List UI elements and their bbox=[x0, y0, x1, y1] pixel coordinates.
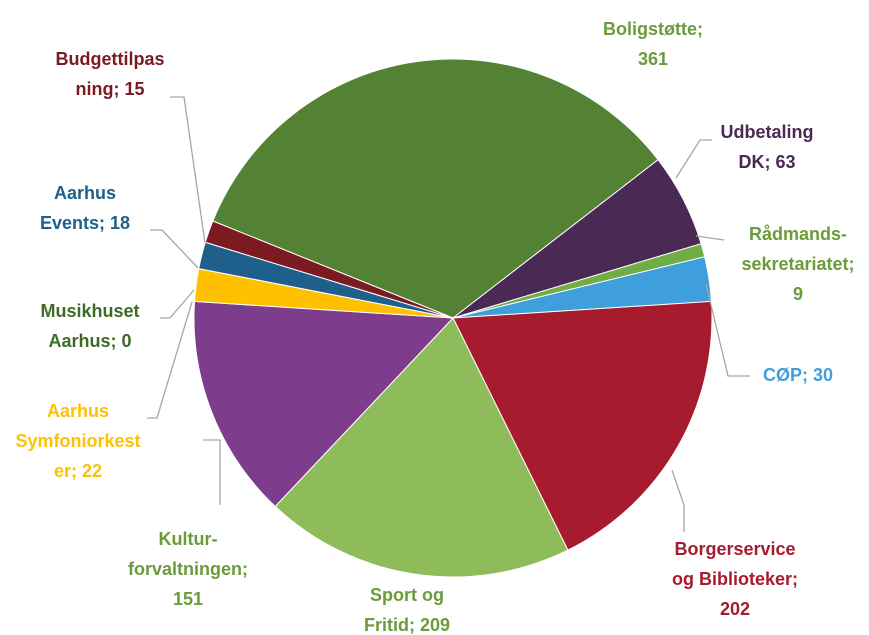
data-label: Sport og bbox=[370, 585, 444, 605]
pie-slice bbox=[212, 58, 659, 319]
leader-line bbox=[170, 96, 206, 244]
data-label: sekretariatet; bbox=[741, 254, 854, 274]
data-label: Symfoniorkest bbox=[15, 431, 140, 451]
data-label: Events; 18 bbox=[40, 213, 130, 233]
data-label: Boligstøtte; bbox=[603, 19, 703, 39]
data-label: Budgettilpas bbox=[55, 49, 164, 69]
data-label: CØP; 30 bbox=[763, 365, 833, 385]
pie-slice bbox=[274, 317, 569, 578]
data-label: Fritid; 209 bbox=[364, 615, 450, 635]
data-label: 361 bbox=[638, 49, 668, 69]
leader-line bbox=[675, 139, 712, 179]
pie-slice bbox=[193, 300, 455, 508]
pie-slice bbox=[452, 300, 713, 551]
data-label: 151 bbox=[173, 589, 203, 609]
leader-line bbox=[150, 229, 199, 269]
data-label: DK; 63 bbox=[738, 152, 795, 172]
leader-line bbox=[160, 289, 195, 319]
data-label: 202 bbox=[720, 599, 750, 619]
leader-line bbox=[147, 301, 193, 419]
data-label: er; 22 bbox=[54, 461, 102, 481]
data-label: Kultur- bbox=[159, 529, 218, 549]
data-label: Aarhus bbox=[47, 401, 109, 421]
data-label: Aarhus bbox=[54, 183, 116, 203]
leader-line bbox=[203, 439, 221, 505]
data-label: Borgerservice bbox=[674, 539, 795, 559]
data-label: Udbetaling bbox=[721, 122, 814, 142]
data-label: 9 bbox=[793, 284, 803, 304]
leader-line bbox=[671, 469, 685, 532]
leader-line bbox=[705, 283, 750, 377]
data-label: Aarhus; 0 bbox=[48, 331, 131, 351]
data-label: Musikhuset bbox=[40, 301, 139, 321]
data-label: forvaltningen; bbox=[128, 559, 248, 579]
data-label: Rådmands- bbox=[749, 224, 847, 244]
data-label: og Biblioteker; bbox=[672, 569, 798, 589]
leader-line bbox=[695, 235, 725, 241]
data-label: ning; 15 bbox=[75, 79, 144, 99]
